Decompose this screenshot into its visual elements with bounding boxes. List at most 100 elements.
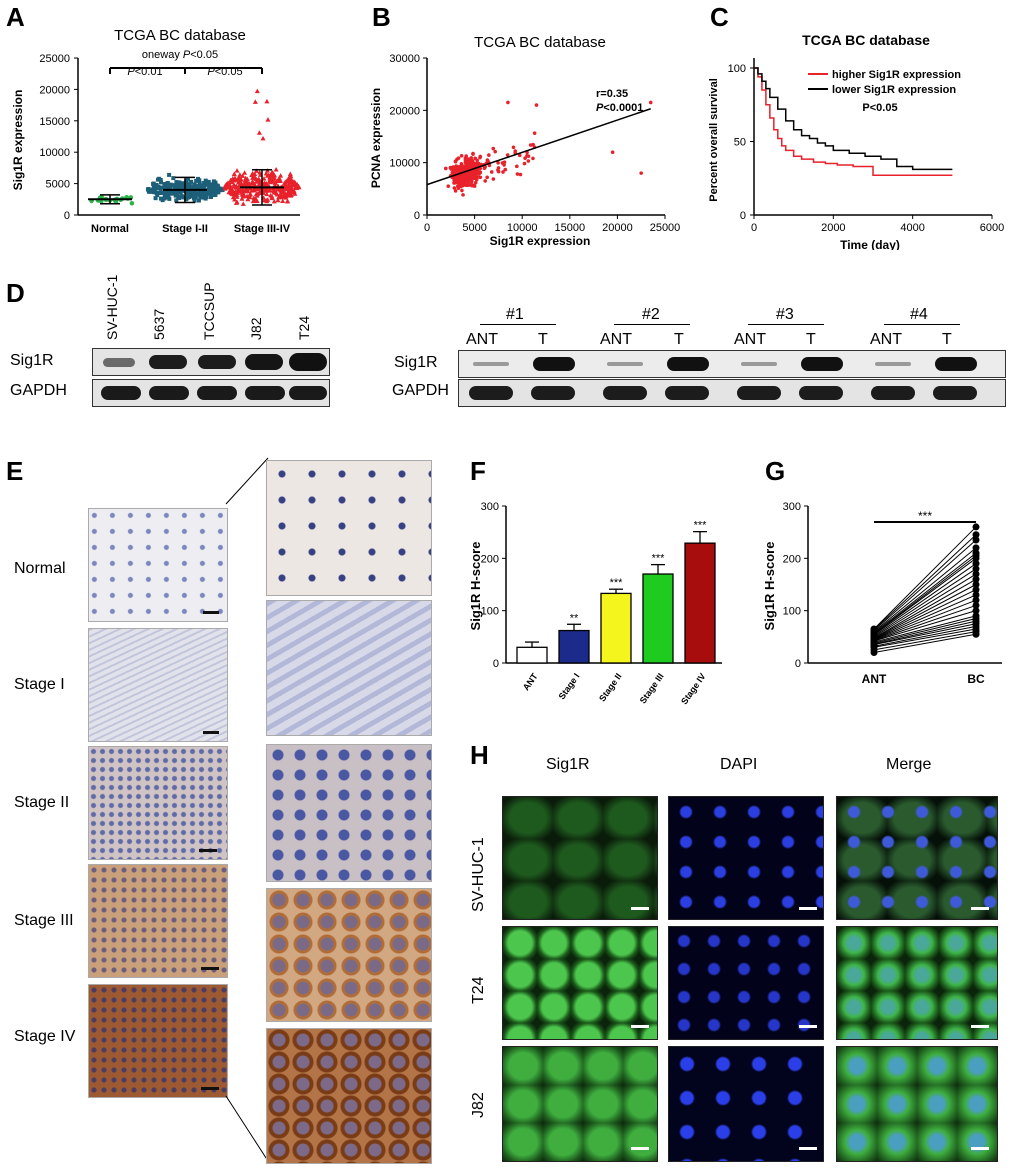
chart-b-point [526, 159, 531, 163]
chart-b-point [485, 158, 490, 162]
chart-a-point [232, 175, 238, 181]
chart-g-sig: *** [918, 509, 932, 523]
chart-a-title: TCGA BC database [114, 27, 246, 44]
chart-c-ylabel: Percent overall survival [708, 78, 720, 202]
h-row-t24: T24 [470, 976, 487, 1004]
chart-a-point [156, 185, 161, 190]
chart-b-point [463, 175, 467, 180]
chart-a-point [278, 187, 284, 193]
chart-b-point [456, 156, 461, 160]
chart-a-point [168, 186, 173, 191]
d-left-blot-gapdh [92, 379, 330, 407]
chart-a-point [292, 180, 298, 186]
chart-a-ytick-1: 5000 [46, 179, 70, 191]
chart-a-point [242, 170, 248, 175]
chart-b-point [496, 161, 500, 165]
chart-g-point-bc [972, 591, 980, 599]
chart-b-point [485, 175, 489, 180]
chart-g-point-bc [972, 601, 980, 609]
h-col-merge: Merge [886, 756, 932, 773]
d-pair-3-underline [748, 324, 824, 325]
d-cellline-4: T24 [296, 315, 312, 340]
chart-a-point [203, 189, 208, 194]
chart-a-point [286, 192, 292, 198]
chart-c-ytick-2: 100 [728, 63, 746, 75]
chart-b-point [528, 143, 533, 147]
chart-a-point [249, 188, 255, 193]
chart-a-point [151, 185, 156, 190]
chart-g-point-bc [972, 565, 980, 573]
e-zoom-lines [225, 457, 269, 1162]
chart-g-ytick-1: 100 [783, 606, 801, 618]
chart-a-point [174, 190, 179, 195]
chart-b-point [511, 145, 516, 150]
chart-a-point [264, 98, 270, 104]
chart-a-point [160, 185, 165, 190]
chart-a-point [148, 189, 153, 194]
chart-g-pair-line [873, 620, 977, 645]
chart-a-point [167, 172, 172, 177]
chart-a-oneway: oneway P<0.05 [142, 49, 218, 61]
chart-g-point-bc [972, 549, 980, 557]
chart-a-point [176, 185, 181, 190]
chart-f-xtick-4: Stage IV [679, 671, 708, 706]
chart-a-point [230, 178, 236, 183]
chart-b-xtick-4: 20000 [602, 222, 633, 234]
chart-a: TCGA BC database oneway P<0.05 P<0.01 P<… [11, 27, 302, 235]
chart-a-ytick-0: 0 [64, 210, 70, 222]
chart-a-point [176, 195, 181, 200]
h-row-j82: J82 [470, 1092, 487, 1118]
chart-a-point [240, 193, 246, 199]
chart-g-point-bc [972, 575, 980, 583]
chart-g-pair-line [873, 625, 977, 647]
chart-a-point [99, 194, 104, 200]
chart-b-point [475, 161, 480, 166]
chart-a-point [153, 196, 158, 201]
chart-a-point [211, 179, 216, 184]
chart-a-point [226, 189, 232, 195]
chart-a-point [237, 172, 243, 177]
chart-b-point [534, 103, 539, 107]
chart-g-pair-line [873, 547, 977, 632]
chart-a-point [185, 195, 190, 200]
chart-a-point [154, 183, 159, 188]
chart-a-point [252, 186, 258, 192]
chart-a-point [280, 198, 286, 203]
e-stage-normal: Normal [14, 560, 66, 577]
chart-a-point [244, 193, 250, 199]
chart-b-point [451, 165, 456, 169]
chart-a-point [231, 171, 237, 177]
chart-g-point-ant [870, 625, 878, 633]
chart-b-point [532, 131, 537, 135]
chart-g-pair-line [873, 604, 977, 641]
chart-b-point [453, 189, 458, 193]
chart-b-point [476, 175, 481, 179]
chart-g-pair-line [873, 555, 977, 635]
chart-a-point [282, 179, 288, 185]
chart-b-trendline [426, 108, 651, 186]
chart-b-point [493, 149, 498, 154]
d-pair-2-underline [614, 324, 690, 325]
chart-a-point [230, 189, 236, 194]
chart-a-point [200, 192, 205, 197]
chart-a-p1: P<0.01 [127, 66, 162, 78]
chart-c-pvalue: P<0.05 [862, 102, 897, 114]
chart-b-point [500, 161, 505, 165]
chart-a-point [251, 175, 257, 180]
chart-b-point [459, 153, 464, 158]
chart-b-point [496, 168, 500, 172]
e-ihc-stage4-high [266, 1028, 432, 1164]
chart-a-point [268, 179, 274, 185]
chart-a-point [178, 190, 183, 195]
chart-g-pair-line [873, 594, 977, 640]
chart-a-point [158, 178, 163, 183]
d-col-t-3: T [806, 331, 816, 348]
chart-b-point [483, 179, 487, 183]
chart-a-point [178, 183, 183, 188]
chart-a-point [203, 196, 208, 201]
chart-g-pair-line [873, 633, 977, 654]
chart-a-point [277, 194, 283, 200]
chart-a-point [155, 190, 160, 195]
chart-a-point [254, 193, 260, 198]
d-cellline-1: 5637 [151, 308, 167, 340]
